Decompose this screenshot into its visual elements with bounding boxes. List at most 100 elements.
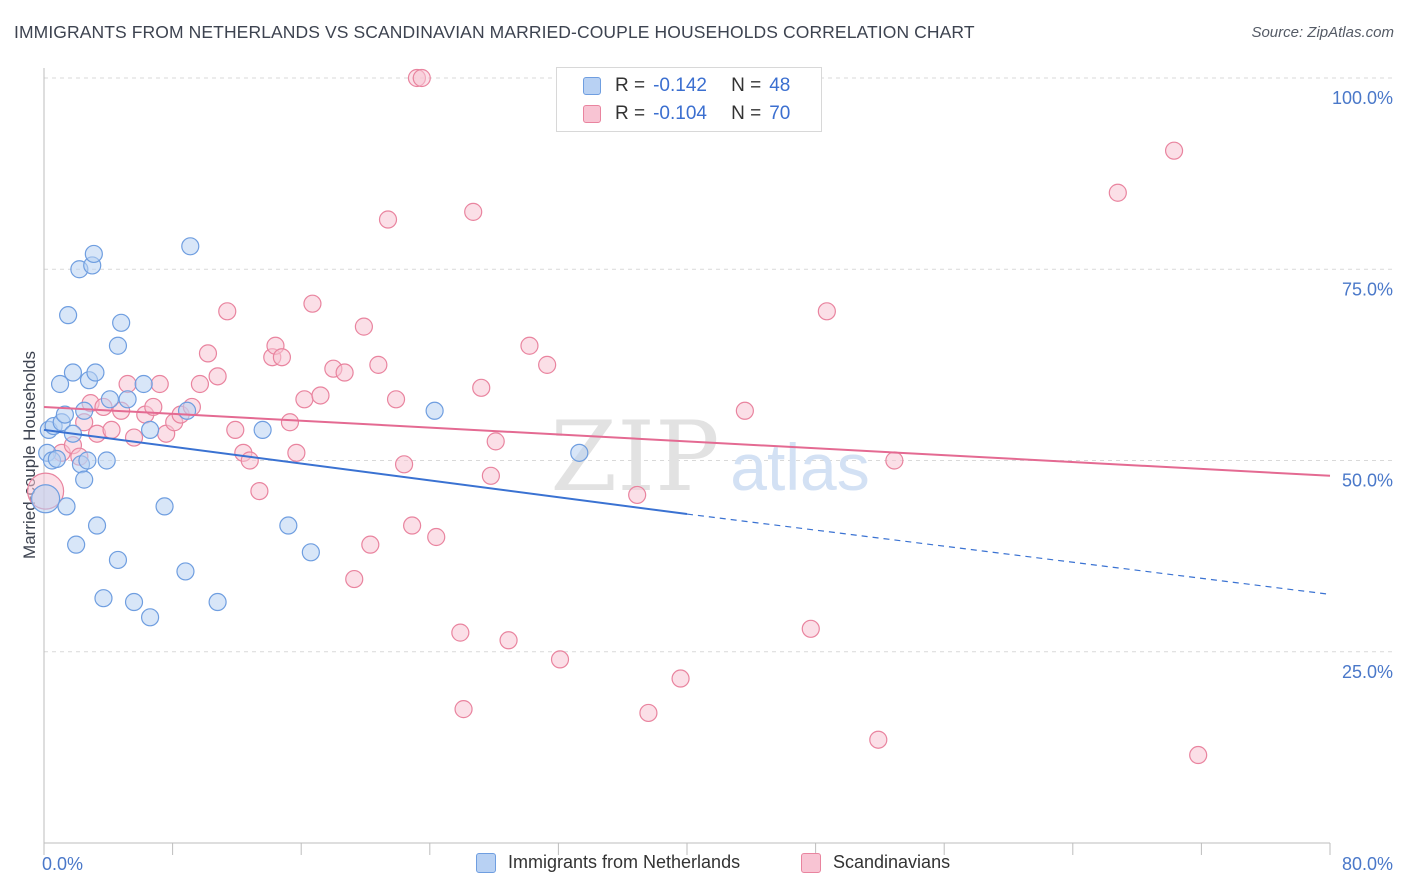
blue-swatch: [583, 77, 601, 95]
watermark-atlas: atlas: [730, 430, 869, 504]
data-point: [108, 550, 128, 570]
legend-row-netherlands: R = -0.142 N = 48: [583, 74, 790, 98]
data-point: [124, 428, 144, 447]
data-point: [226, 420, 245, 439]
data-point: [31, 484, 61, 514]
data-point: [97, 451, 116, 470]
n-label: N =: [731, 103, 762, 124]
data-point: [481, 466, 500, 485]
data-point: [279, 516, 298, 535]
pink-swatch: [583, 105, 601, 123]
data-point: [47, 449, 66, 469]
x-tick-labels: 0.0% 80.0%: [42, 854, 1393, 874]
pink-swatch: [801, 852, 821, 873]
y-tick-label: 25.0%: [1342, 662, 1393, 682]
gridlines: [44, 77, 1392, 653]
data-point: [108, 336, 128, 355]
data-point: [124, 592, 144, 612]
data-point: [118, 374, 137, 394]
series-name: Scandinavians: [833, 852, 951, 872]
data-point: [150, 374, 169, 394]
r-value: -0.142: [653, 75, 707, 96]
data-point: [628, 485, 647, 505]
data-point: [817, 302, 836, 321]
data-point: [86, 363, 105, 382]
data-point: [75, 401, 94, 420]
blue-swatch: [476, 852, 496, 873]
data-point: [250, 482, 269, 501]
r-label: R =: [615, 75, 646, 96]
data-point: [671, 669, 690, 688]
data-point: [464, 202, 483, 221]
series-legend-scandinavians: Scandinavians: [801, 852, 950, 873]
data-point: [451, 623, 470, 642]
data-point: [176, 562, 195, 581]
data-point: [486, 432, 505, 451]
data-point: [472, 378, 491, 397]
data-point: [287, 443, 306, 462]
data-point: [55, 405, 74, 424]
data-point: [84, 244, 103, 264]
data-point: [75, 470, 94, 489]
data-point: [78, 451, 97, 470]
y-tick-labels: 100.0% 75.0% 50.0% 25.0%: [1332, 88, 1393, 682]
data-point: [295, 390, 314, 409]
data-point: [94, 589, 113, 608]
watermark: ZIP atlas: [550, 401, 869, 513]
data-point: [520, 336, 539, 355]
correlation-legend: R = -0.142 N = 48 R = -0.104 N = 70: [556, 67, 822, 132]
data-point: [425, 401, 444, 420]
data-point: [177, 401, 197, 420]
data-point: [639, 703, 658, 723]
data-point: [885, 451, 904, 470]
data-point: [499, 631, 518, 650]
data-point: [394, 455, 414, 474]
series-name: Immigrants from Netherlands: [508, 852, 741, 872]
data-point: [801, 619, 820, 638]
data-point: [1164, 141, 1184, 160]
data-point: [63, 363, 83, 382]
n-label: N =: [731, 75, 762, 96]
data-point: [280, 413, 300, 432]
series-legend-netherlands: Immigrants from Netherlands: [476, 852, 740, 873]
data-point: [118, 390, 137, 409]
y-tick-label: 75.0%: [1342, 279, 1393, 299]
data-point: [50, 374, 70, 394]
trend-line-netherlands-extension: [686, 513, 1331, 595]
data-point: [240, 451, 259, 470]
data-point: [361, 535, 380, 554]
data-point: [208, 592, 227, 612]
data-point: [301, 543, 320, 562]
data-point: [155, 497, 174, 516]
data-point: [550, 650, 570, 669]
data-point: [59, 306, 78, 325]
y-tick-label: 50.0%: [1342, 471, 1393, 491]
data-point: [570, 443, 589, 462]
data-point: [354, 317, 373, 336]
data-point: [87, 516, 107, 535]
r-value: -0.104: [653, 103, 707, 124]
data-point: [208, 367, 227, 386]
data-point: [1189, 745, 1208, 765]
data-point: [134, 374, 153, 394]
data-point: [67, 535, 86, 554]
data-point: [100, 390, 120, 409]
data-point: [538, 355, 557, 374]
data-point: [427, 527, 446, 547]
source-label: Source: ZipAtlas.com: [1251, 24, 1394, 41]
chart-title: IMMIGRANTS FROM NETHERLANDS VS SCANDINAV…: [14, 22, 975, 42]
legend-row-scandinavians: R = -0.104 N = 70: [583, 102, 790, 126]
data-point: [190, 374, 210, 394]
data-point: [181, 237, 200, 256]
data-point: [140, 420, 160, 439]
data-point: [378, 210, 398, 229]
data-point: [303, 294, 322, 313]
data-point: [57, 497, 76, 516]
netherlands-points: [31, 237, 589, 627]
data-point: [454, 700, 473, 719]
r-label: R =: [615, 103, 646, 124]
n-value: 48: [769, 75, 791, 96]
data-point: [272, 348, 292, 367]
data-point: [386, 390, 406, 409]
